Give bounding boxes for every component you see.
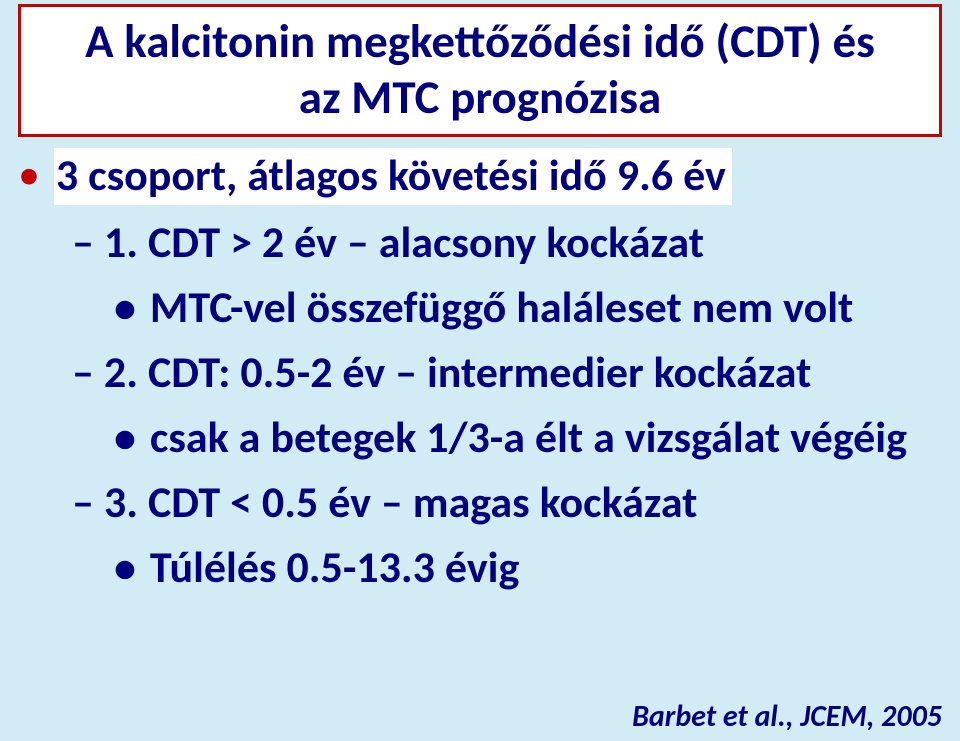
dash-icon: – (72, 475, 94, 530)
group-1: – 1. CDT > 2 év – alacsony kockázat (72, 215, 942, 270)
group-1-sub-text: MTC-vel összefüggő haláleset nem volt (150, 280, 853, 335)
group-2-sub-text: csak a betegek 1/3-a élt a vizsgálat vég… (150, 410, 907, 465)
content-area: • 3 csoport, átlagos követési idő 9.6 év… (18, 148, 942, 595)
sub-bullet-icon: • (114, 410, 136, 465)
group-2-sub: • csak a betegek 1/3-a élt a vizsgálat v… (114, 410, 942, 465)
group-2-num: 2. (104, 345, 138, 399)
group-1-sub: • MTC-vel összefüggő haláleset nem volt (114, 280, 942, 335)
sub-bullet-icon: • (114, 540, 136, 595)
citation: Barbet et al., JCEM, 2005 (632, 698, 942, 735)
group-1-num: 1. (104, 215, 138, 269)
group-3-sub: • Túlélés 0.5-13.3 évig (114, 540, 942, 595)
main-bullet: • 3 csoport, átlagos követési idő 9.6 év (18, 148, 942, 205)
dash-icon: – (72, 345, 94, 400)
group-2-heading-text: CDT: 0.5-2 év – intermedier kockázat (148, 345, 811, 399)
group-3-heading: 3. CDT < 0.5 év – magas kockázat (104, 475, 697, 530)
sub-list: – 1. CDT > 2 év – alacsony kockázat • MT… (72, 215, 942, 595)
bullet-dot-icon: • (18, 148, 40, 201)
group-1-heading: 1. CDT > 2 év – alacsony kockázat (104, 215, 704, 270)
group-3-sub-text: Túlélés 0.5-13.3 évig (150, 540, 519, 595)
title-line-2: az MTC prognózisa (31, 69, 929, 125)
group-3-num: 3. (104, 475, 138, 529)
group-1-heading-text: CDT > 2 év – alacsony kockázat (148, 215, 704, 269)
group-3-heading-text: CDT < 0.5 év – magas kockázat (148, 475, 697, 529)
group-2: – 2. CDT: 0.5-2 év – intermedier kockáza… (72, 345, 942, 400)
dash-icon: – (72, 215, 94, 270)
group-3: – 3. CDT < 0.5 év – magas kockázat (72, 475, 942, 530)
sub-bullet-icon: • (114, 280, 136, 335)
main-bullet-text: 3 csoport, átlagos követési idő 9.6 év (54, 148, 732, 205)
title-line-1: A kalcitonin megkettőződési idő (CDT) és (31, 13, 929, 69)
group-2-heading: 2. CDT: 0.5-2 év – intermedier kockázat (104, 345, 811, 400)
title-box: A kalcitonin megkettőződési idő (CDT) és… (18, 4, 942, 137)
